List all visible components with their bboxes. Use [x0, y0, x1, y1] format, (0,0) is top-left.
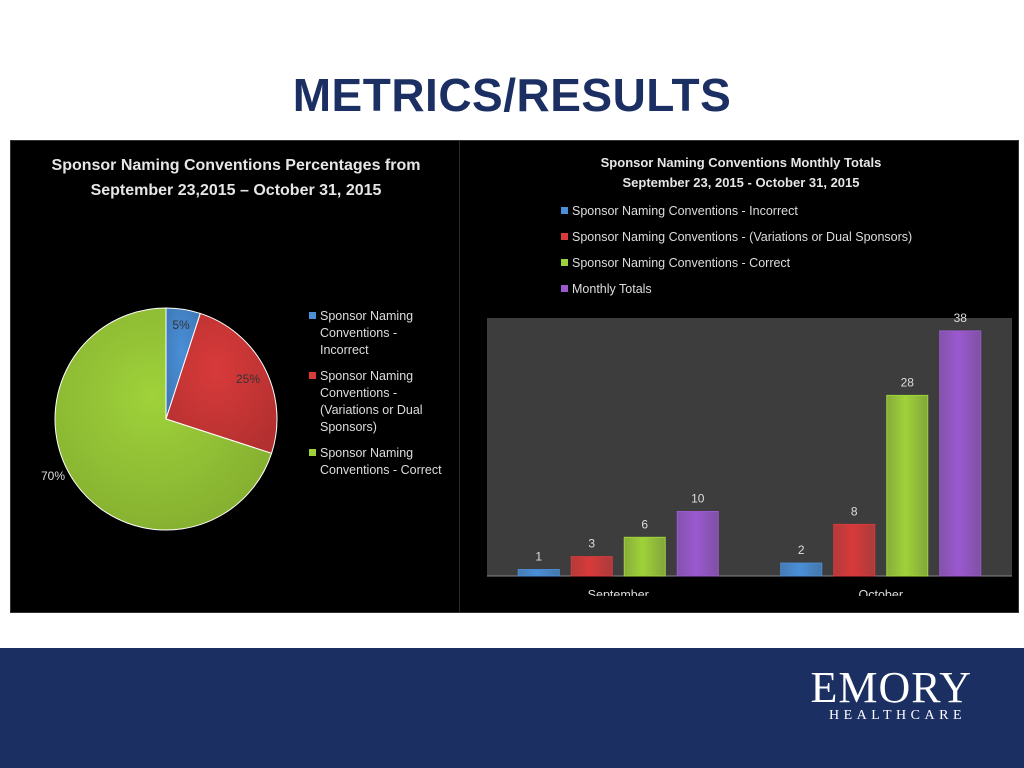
- footer-band: EMORY HEALTHCARE: [0, 648, 1024, 768]
- bar-value-label: 8: [851, 504, 858, 518]
- bar-chart-subtitle: September 23, 2015 - October 31, 2015: [622, 175, 860, 190]
- bar-correct-september: [623, 536, 666, 577]
- pie-chart: 5% 25% 70%: [41, 307, 278, 531]
- legend-swatch: [561, 233, 568, 240]
- pie-legend-item: Sponsor Naming Conventions - Correct: [309, 445, 459, 479]
- bar-value-label: 38: [954, 311, 968, 325]
- bar-value-label: 2: [798, 543, 805, 557]
- x-tick-label: October: [859, 588, 903, 596]
- bar-legend: Sponsor Naming Conventions - Incorrect Sp…: [561, 203, 1001, 307]
- pie-chart-title: Sponsor Naming Conventions Percentages f…: [51, 157, 421, 199]
- bar-correct-october: [886, 394, 929, 577]
- bar-totals-october: [939, 330, 982, 577]
- legend-label: Sponsor Naming Conventions - Incorrect: [572, 204, 798, 218]
- chart-panel: Sponsor Naming Conventions Percentages f…: [10, 140, 1019, 613]
- x-tick-label: September: [588, 588, 649, 596]
- bar-legend-item: Sponsor Naming Conventions - Correct: [561, 255, 1001, 281]
- bar-chart-title: Sponsor Naming Conventions Monthly Total…: [481, 153, 1001, 193]
- bar-totals-september: [676, 511, 719, 577]
- bar-legend-item: Sponsor Naming Conventions - (Variations…: [561, 229, 1001, 255]
- pie-slice-correct: [54, 307, 273, 531]
- bar-value-label: 6: [641, 517, 648, 531]
- bar-legend-item: Monthly Totals: [561, 281, 1001, 307]
- pie-legend-item: Sponsor Naming Conventions - Incorrect: [309, 308, 425, 359]
- pie-value-label: 25%: [236, 372, 260, 386]
- legend-swatch: [561, 285, 568, 292]
- legend-swatch: [561, 207, 568, 214]
- bar-value-label: 28: [901, 375, 915, 389]
- pie-value-label: 5%: [172, 318, 190, 332]
- legend-label: Monthly Totals: [572, 282, 652, 296]
- legend-label: Sponsor Naming Conventions - (Variations…: [572, 230, 913, 244]
- legend-swatch: [309, 449, 316, 456]
- plot-area: [487, 318, 1012, 576]
- bar-value-label: 3: [588, 537, 595, 551]
- bar-legend-item: Sponsor Naming Conventions - Incorrect: [561, 203, 1001, 229]
- legend-label: Sponsor Naming Conventions - Correct: [572, 256, 791, 270]
- bar-value-label: 1: [535, 550, 542, 564]
- legend-label: Sponsor Naming Conventions - Correct: [320, 446, 442, 477]
- pie-value-label: 70%: [41, 469, 65, 483]
- legend-swatch: [561, 259, 568, 266]
- bar-chart-title-line: Sponsor Naming Conventions Monthly Total…: [600, 155, 882, 170]
- bar-variations-october: [833, 523, 876, 577]
- legend-swatch: [309, 312, 316, 319]
- bar-incorrect-september: [517, 569, 560, 577]
- emory-logo-subtitle: HEALTHCARE: [828, 708, 966, 723]
- bar-variations-september: [570, 556, 613, 577]
- pie-legend-item: Sponsor Naming Conventions - (Variations…: [309, 368, 435, 436]
- legend-swatch: [309, 372, 316, 379]
- slide-title: METRICS/RESULTS: [292, 69, 732, 121]
- pie-legend: Sponsor Naming Conventions - Incorrect Sp…: [309, 308, 459, 488]
- pie-slice-variations: [165, 312, 278, 454]
- legend-label: Sponsor Naming Conventions - (Variations…: [320, 369, 423, 434]
- panel-divider: [459, 141, 460, 612]
- bar-value-label: 10: [691, 492, 705, 506]
- legend-label: Sponsor Naming Conventions - Incorrect: [320, 309, 414, 357]
- bar-incorrect-october: [780, 562, 823, 577]
- emory-logo: EMORY: [810, 663, 972, 712]
